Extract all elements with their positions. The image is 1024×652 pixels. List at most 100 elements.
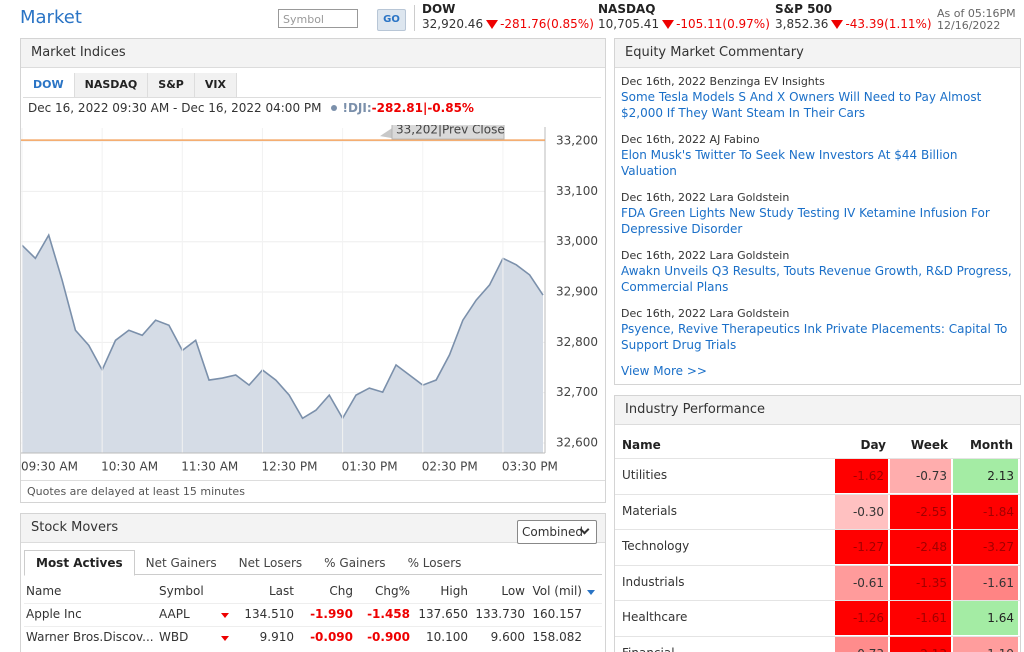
x-tick-label: 01:30 PM (342, 460, 398, 474)
industry-name: Healthcare (622, 610, 688, 624)
item-headline[interactable]: Some Tesla Models S And X Owners Will Ne… (621, 90, 982, 120)
mover-tab[interactable]: Most Actives (24, 550, 135, 576)
column-header: Chg (329, 584, 353, 598)
go-button[interactable]: GO (377, 9, 406, 31)
column-header: Last (269, 584, 294, 598)
column-header: Name (26, 584, 62, 598)
prev-close-label: 33,202|Prev Close (396, 125, 505, 137)
column-header: Vol (mil) (532, 584, 583, 598)
panel-title: Industry Performance (615, 396, 1020, 425)
mover-cell: -1.990 (310, 607, 353, 621)
index-change: -43.39(1.11%) (845, 17, 932, 31)
mover-tabs: Most Actives Net Gainers Net Losers % Gaine… (24, 550, 602, 576)
x-tick-label: 02:30 PM (422, 460, 478, 474)
commentary-list: Dec 16th, 2022 Benzinga EV Insights Some … (615, 68, 1020, 378)
industry-name: Industrials (622, 574, 685, 589)
x-tick-label: 12:30 PM (261, 460, 317, 474)
mover-cell: 134.510 (244, 607, 294, 621)
divider (21, 480, 605, 481)
item-headline[interactable]: FDA Green Lights New Study Testing IV Ke… (621, 206, 990, 236)
index-tab[interactable]: VIX (194, 73, 237, 97)
row-divider (615, 458, 1020, 459)
mover-tab[interactable]: Net Gainers (145, 556, 217, 570)
item-headline[interactable]: Elon Musk's Twitter To Seek New Investor… (621, 148, 958, 178)
y-tick-label: 32,700 (556, 385, 598, 399)
industry-panel: Industry Performance Name Day Week Month Util… (614, 395, 1021, 652)
as-of-date: 12/16/2022 (937, 19, 1001, 32)
industry-cell: -1.19 (953, 636, 1018, 652)
column-header: Low (501, 584, 525, 598)
mover-cell: -0.090 (310, 630, 353, 644)
mover-tab[interactable]: % Gainers (324, 556, 386, 570)
index-value: 10,705.41 (598, 17, 660, 31)
industry-cell: -1.62 (835, 459, 888, 493)
item-headline[interactable]: Awakn Unveils Q3 Results, Touts Revenue … (621, 264, 1012, 294)
mover-cell: 160.157 (532, 607, 582, 621)
column-header: Symbol (159, 584, 204, 598)
item-meta: Dec 16th, 2022 Lara Goldstein (621, 249, 790, 262)
industry-name: Technology (622, 539, 690, 553)
x-tick-label: 09:30 AM (21, 460, 78, 474)
prev-close-pointer (380, 128, 392, 139)
sort-arrow (587, 590, 595, 595)
index-change: -105.11(0.97%) (676, 17, 770, 31)
row-divider (615, 493, 1020, 495)
down-arrow (831, 20, 844, 29)
commentary-item: Dec 16th, 2022 Lara Goldstein FDA Green L… (621, 190, 1014, 237)
item-headline[interactable]: Psyence, Revive Therapeutics Ink Private… (621, 322, 1008, 352)
divider (414, 5, 415, 31)
industry-cell: -1.61 (890, 601, 951, 635)
industry-cell: -1.27 (835, 530, 888, 564)
index-name: DOW (422, 2, 456, 16)
commentary-item: Dec 16th, 2022 Lara Goldstein Awakn Unvei… (621, 248, 1014, 295)
item-meta: Dec 16th, 2022 AJ Fabino (621, 133, 760, 146)
range-text: Dec 16, 2022 09:30 AM - Dec 16, 2022 04:… (28, 101, 322, 115)
industry-cell: -0.73 (890, 459, 951, 493)
legend-change: -282.81|-0.85% (371, 101, 474, 115)
index-name: S&P 500 (775, 2, 833, 16)
x-tick-label: 03:30 PM (502, 460, 558, 474)
mover-cell: 9.910 (259, 630, 294, 644)
mover-cell: AAPL (159, 607, 190, 621)
industry-cell: -2.55 (890, 494, 951, 529)
index-name: NASDAQ (598, 2, 656, 16)
industry-name: Financial (622, 646, 675, 652)
index-tab[interactable]: NASDAQ (74, 73, 149, 97)
line (21, 233, 544, 420)
item-meta: Dec 16th, 2022 Lara Goldstein (621, 191, 790, 204)
page-title[interactable]: Market (20, 7, 82, 28)
tabs: DOW NASDAQ S&P VIX (23, 73, 601, 98)
industry-name: Utilities (622, 468, 668, 482)
mover-tab[interactable]: Net Losers (238, 556, 303, 570)
industry-cell: -0.30 (835, 494, 888, 529)
industry-cell: -2.13 (890, 636, 951, 652)
view-more[interactable]: View More >> (621, 364, 707, 378)
index-value: 3,852.36 (775, 17, 829, 31)
index-value: 32,920.46 (422, 17, 484, 31)
mover-tab[interactable]: % Losers (407, 556, 462, 570)
industry-cell: -2.48 (890, 530, 951, 564)
row-divider (24, 626, 602, 627)
industry-cell: -0.61 (835, 565, 888, 600)
y-tick-label: 32,900 (556, 285, 598, 299)
mover-cell: Warner Bros.Discov... (26, 630, 154, 644)
industry-cell: -1.61 (953, 565, 1018, 600)
column-header: Day (860, 438, 886, 452)
item-meta: Dec 16th, 2022 Lara Goldstein (621, 307, 790, 320)
symbol-input[interactable]: Symbol (278, 9, 358, 28)
combined-select[interactable]: Combined (517, 520, 597, 544)
x-tick-label: 10:30 AM (101, 460, 158, 474)
index-tab[interactable]: S&P (148, 73, 195, 97)
commentary-item: Dec 16th, 2022 Lara Goldstein Psyence, Re… (621, 306, 1014, 353)
panel-title: Market Indices (21, 39, 605, 68)
industry-cell: -1.35 (890, 565, 951, 600)
row-divider (615, 600, 1020, 601)
y-tick-label: 32,800 (556, 335, 598, 349)
index-tab[interactable]: DOW (23, 73, 75, 97)
row-divider (615, 529, 1020, 530)
industry-cell: -1.26 (835, 601, 888, 635)
mover-cell: 158.082 (532, 630, 582, 644)
row-divider (615, 635, 1020, 637)
industry-cell: 1.64 (953, 601, 1018, 635)
